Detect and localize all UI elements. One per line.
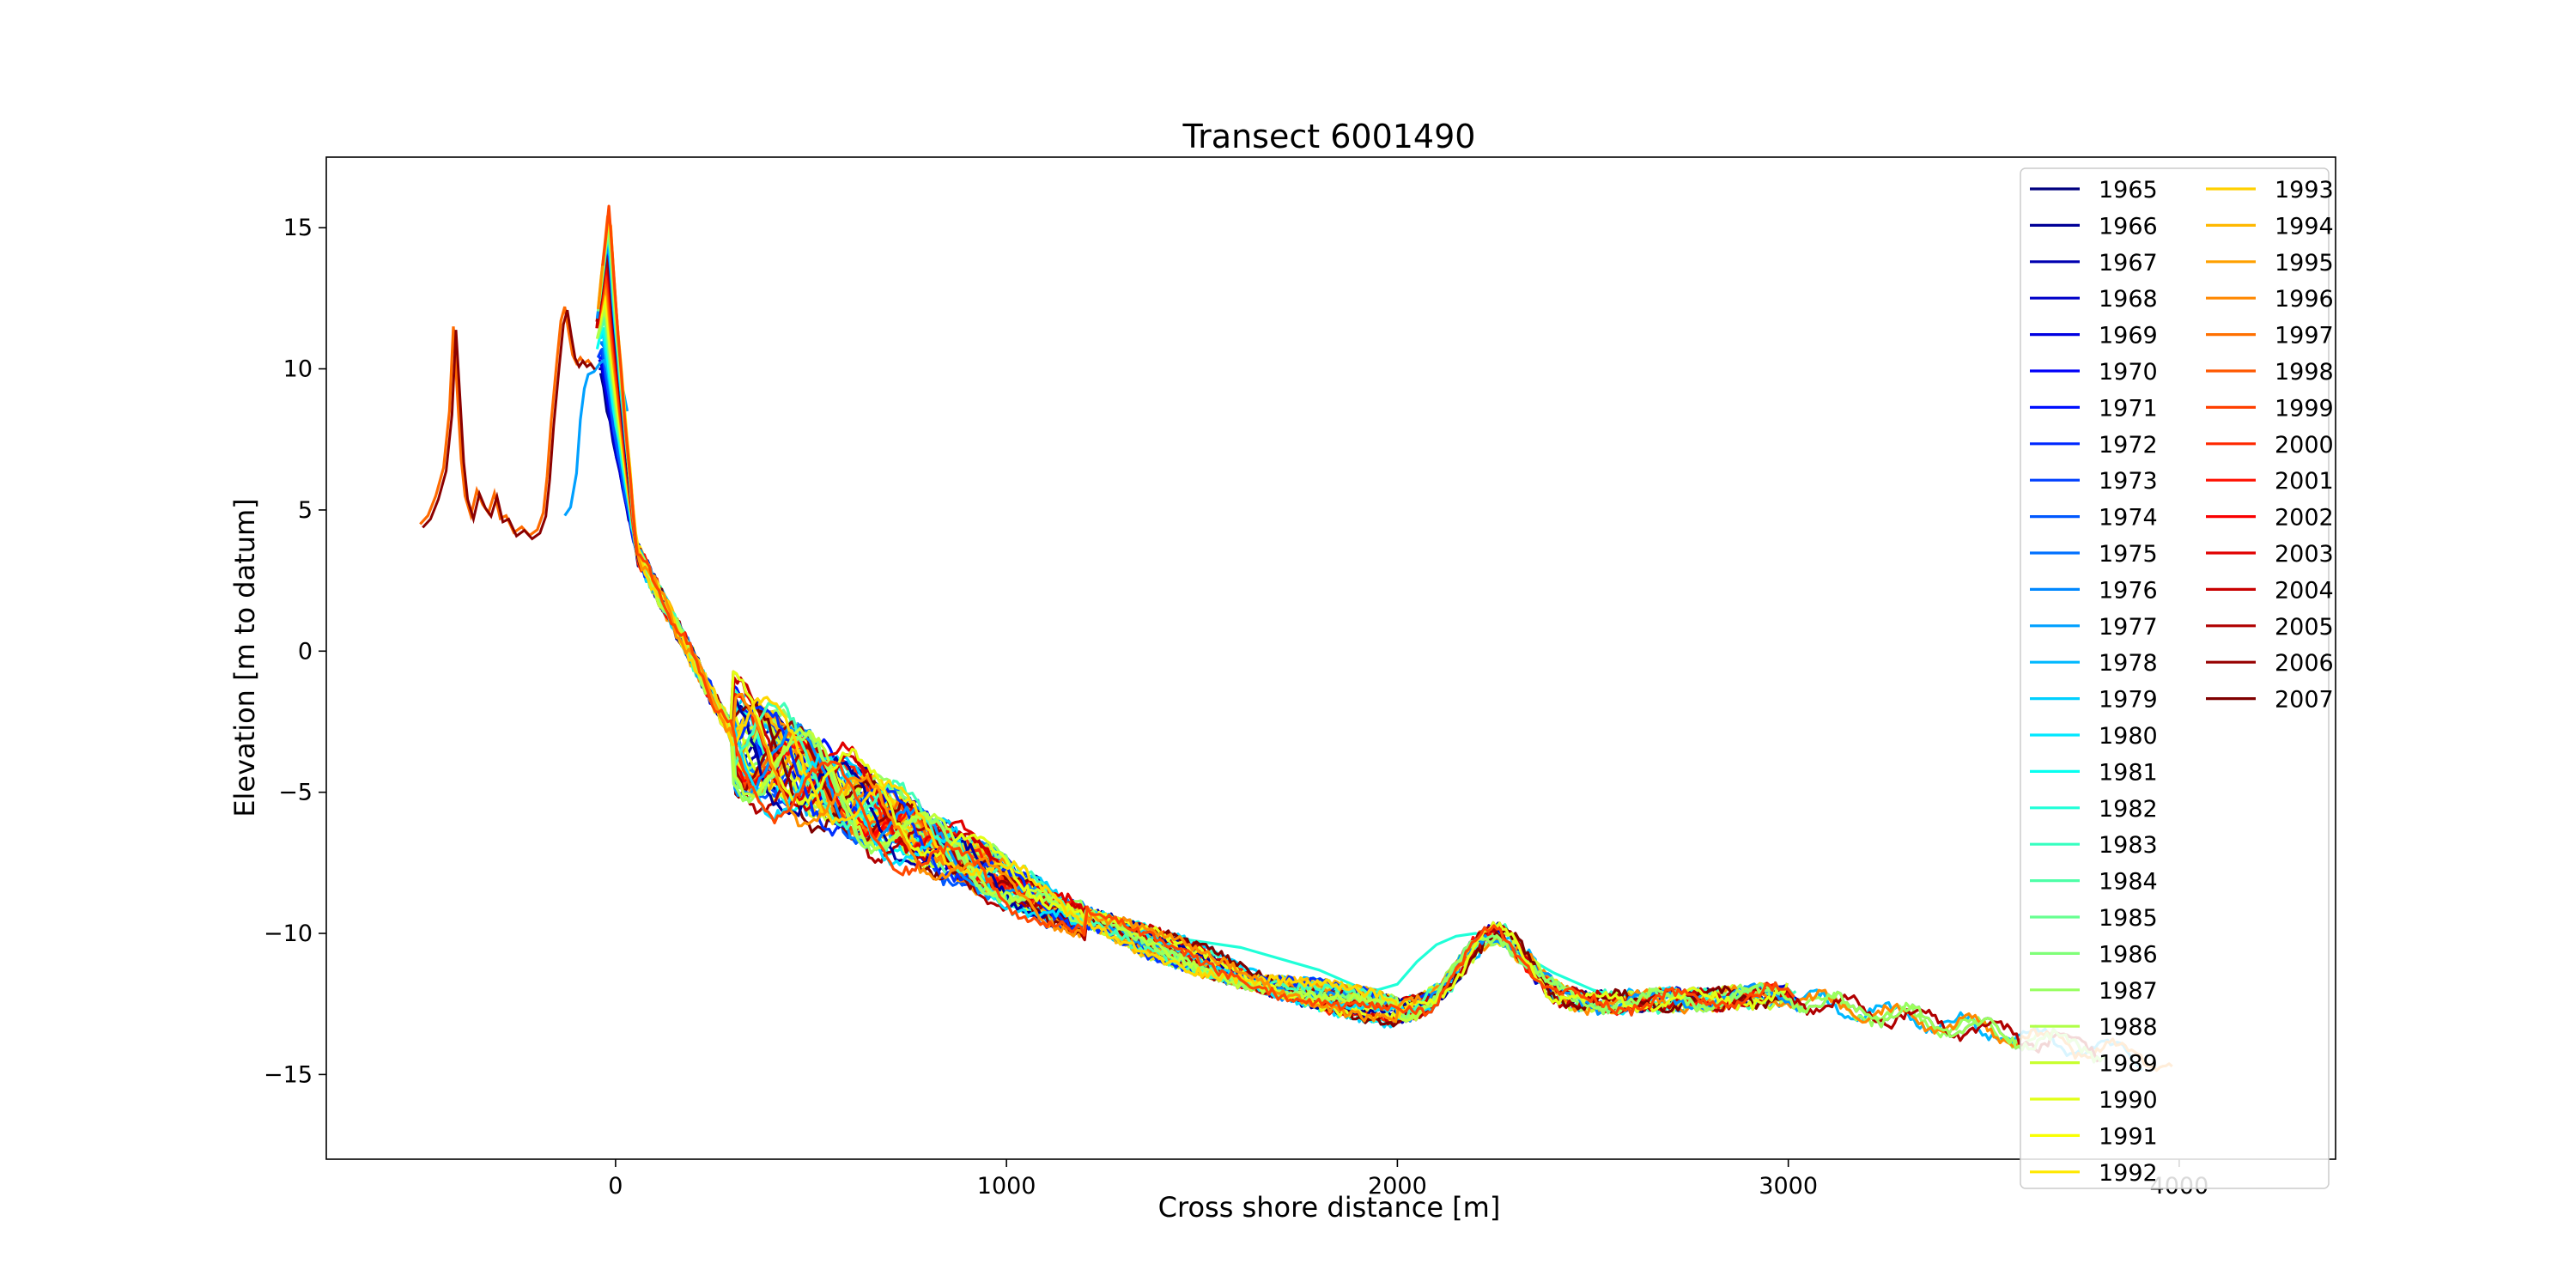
legend-label: 1977 <box>2099 614 2158 641</box>
legend-label: 1996 <box>2275 286 2334 313</box>
y-tick-label: −10 <box>264 920 313 947</box>
y-tick-label: 15 <box>283 215 313 241</box>
legend-label: 1997 <box>2275 323 2334 349</box>
legend-label: 2003 <box>2275 541 2334 568</box>
legend-label: 1969 <box>2099 323 2158 349</box>
legend-label: 1986 <box>2099 941 2158 968</box>
legend-label: 1968 <box>2099 286 2158 313</box>
y-axis-label: Elevation [m to datum] <box>228 498 261 817</box>
legend-label: 1984 <box>2099 869 2158 896</box>
x-tick-label: 0 <box>608 1173 623 1200</box>
series-line-2018 <box>597 215 1422 1024</box>
legend-label: 1985 <box>2099 905 2158 932</box>
legend-label: 2002 <box>2275 505 2334 532</box>
legend-label: 2004 <box>2275 577 2334 604</box>
series-line-2019 <box>601 204 1795 1018</box>
legend-label: 1974 <box>2099 505 2158 532</box>
y-tick-label: 5 <box>298 497 313 524</box>
legend-label: 1981 <box>2099 759 2158 786</box>
chart-title: Transect 6001490 <box>1182 118 1476 155</box>
legend-label: 1999 <box>2275 395 2334 422</box>
legend-label: 1988 <box>2099 1014 2158 1041</box>
legend-label: 1998 <box>2275 359 2334 386</box>
legend-label: 1992 <box>2099 1160 2158 1187</box>
legend-label: 2001 <box>2275 468 2334 495</box>
y-tick-label: −5 <box>278 780 313 806</box>
legend-label: 1975 <box>2099 541 2158 568</box>
legend-label: 2007 <box>2275 687 2334 714</box>
y-tick-label: 10 <box>283 356 313 383</box>
legend-label: 1983 <box>2099 832 2158 859</box>
legend-label: 1994 <box>2275 213 2334 240</box>
plot-frame <box>325 156 2336 1160</box>
series-line-2011 <box>598 240 1439 1015</box>
legend-label: 2006 <box>2275 650 2334 677</box>
legend-label: 2005 <box>2275 614 2334 641</box>
legend-label: 1970 <box>2099 359 2158 386</box>
legend-label: 1967 <box>2099 250 2158 276</box>
legend-label: 1980 <box>2099 723 2158 750</box>
series-layer <box>419 204 2173 1072</box>
legend-label: 2000 <box>2275 432 2334 459</box>
legend: 1965 1966 1967 1968 1969 1970 1971 1972 1973 1974… <box>2020 167 2334 1189</box>
y-tick-label: −15 <box>264 1061 313 1088</box>
x-tick-label: 3000 <box>1759 1173 1818 1200</box>
legend-label: 1973 <box>2099 468 2158 495</box>
legend-label: 1991 <box>2099 1123 2158 1150</box>
x-tick-label: 1000 <box>977 1173 1036 1200</box>
y-axis: −15 −10 −5 0 5 10 15 <box>264 215 326 1088</box>
legend-label: 1982 <box>2099 796 2158 823</box>
x-axis-label: Cross shore distance [m] <box>1158 1191 1501 1224</box>
legend-label: 1965 <box>2099 177 2158 204</box>
legend-label: 1995 <box>2275 250 2334 276</box>
legend-label: 1979 <box>2099 687 2158 714</box>
legend-label: 1989 <box>2099 1051 2158 1078</box>
dune-profile-line <box>422 309 596 541</box>
y-tick-label: 0 <box>298 638 313 665</box>
x-tick-label: 2000 <box>1368 1173 1427 1200</box>
legend-box <box>2020 167 2330 1189</box>
legend-label: 1971 <box>2099 395 2158 422</box>
legend-label: 1993 <box>2275 177 2334 204</box>
legend-label: 1972 <box>2099 432 2158 459</box>
legend-label: 1978 <box>2099 650 2158 677</box>
legend-label: 1966 <box>2099 213 2158 240</box>
legend-label: 1976 <box>2099 577 2158 604</box>
legend-label: 1990 <box>2099 1087 2158 1114</box>
legend-label: 1987 <box>2099 978 2158 1005</box>
